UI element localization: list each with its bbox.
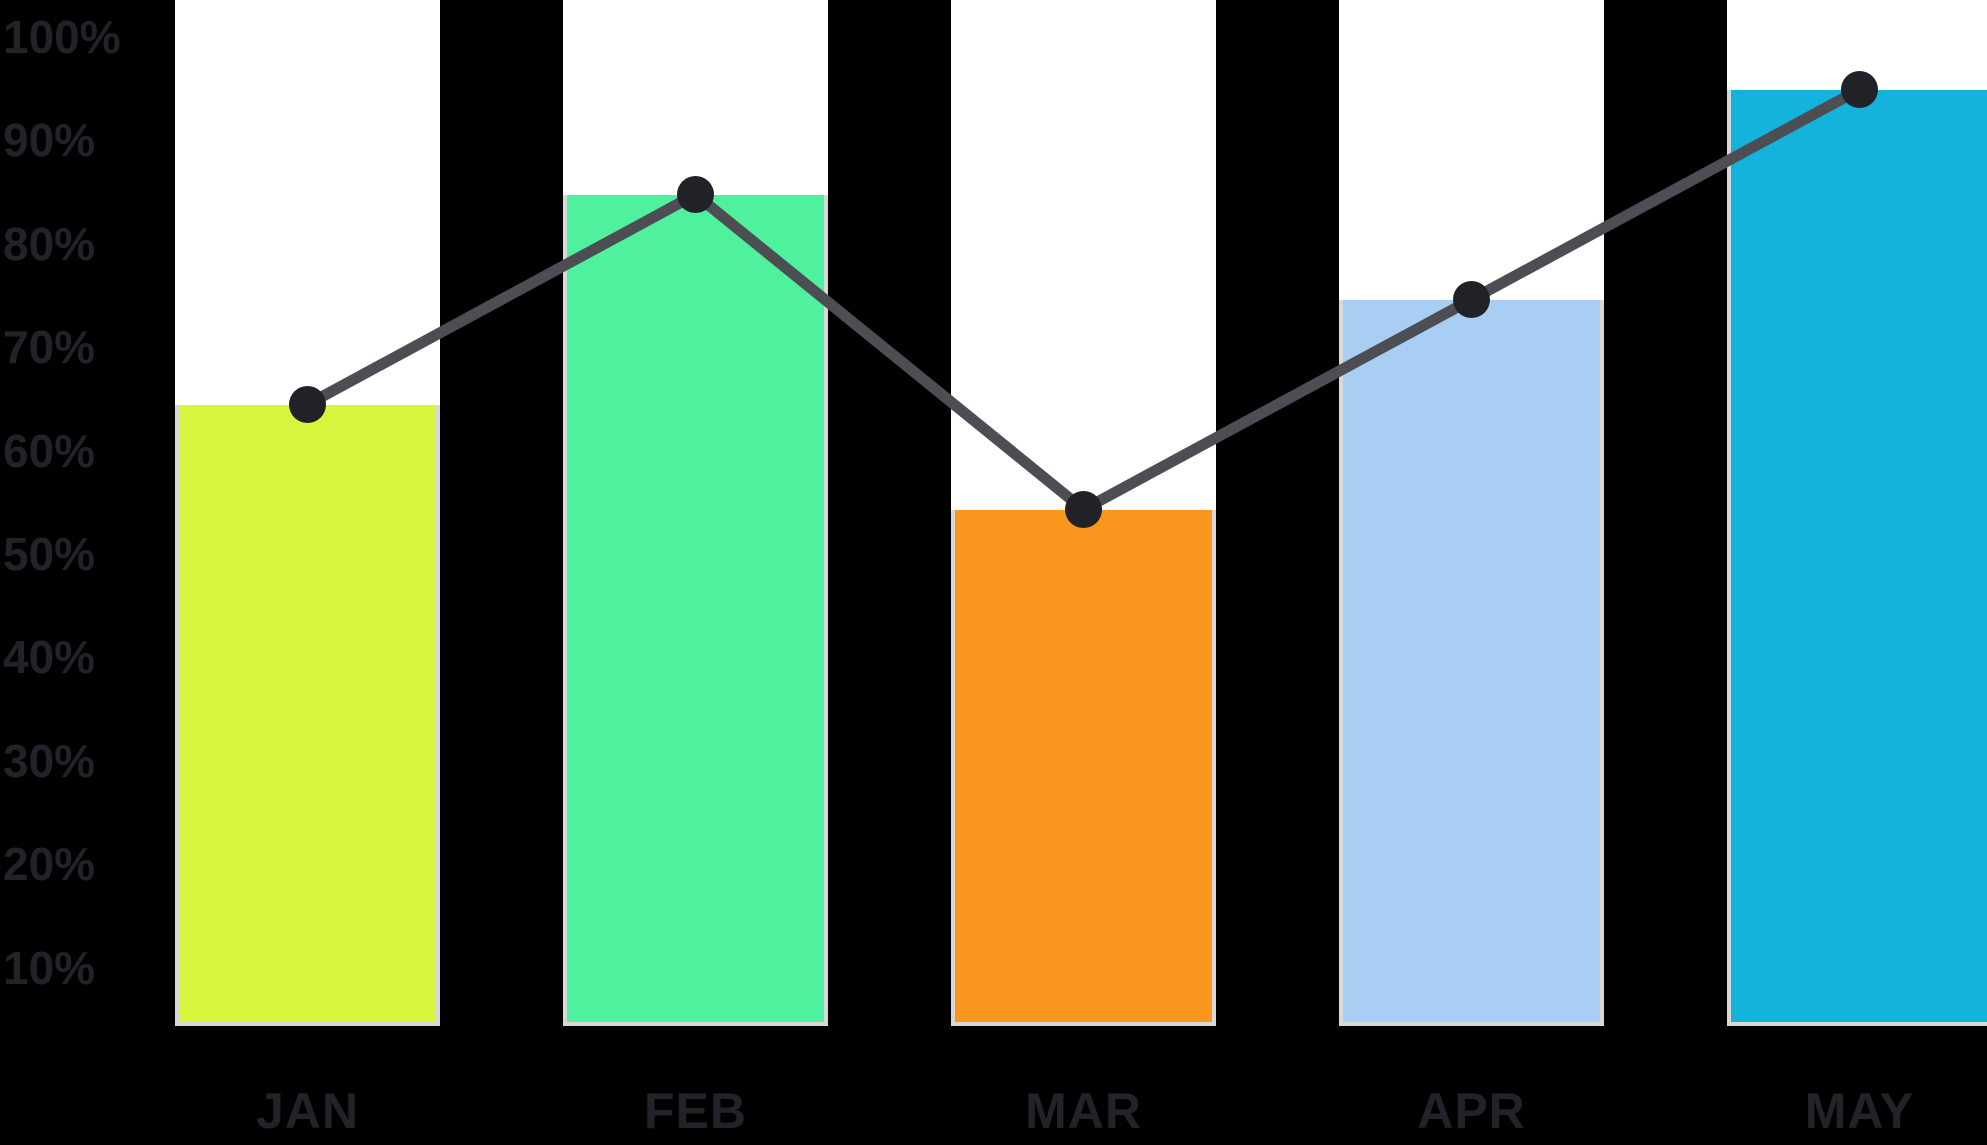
y-axis-tick-label: 70% [3,321,96,374]
bar-track-mar [951,0,1216,1026]
y-axis-tick-label: 40% [3,631,96,684]
bar-apr [1339,299,1604,1026]
x-axis-label-jan: JAN [255,1083,360,1139]
bar-track-jan [175,0,440,1026]
y-axis-tick-label: 90% [3,114,96,167]
bar-mar [951,509,1216,1026]
y-axis-tick-label: 80% [3,217,96,270]
bar-jan [175,404,440,1026]
x-axis-label-mar: MAR [1025,1083,1142,1139]
y-axis-tick-label: 30% [3,734,96,787]
bar-feb [563,194,828,1026]
bar-track-feb [563,0,828,1026]
y-axis-tick-label: 20% [3,838,96,891]
bar-track-apr [1339,0,1604,1026]
y-axis-tick-label: 60% [3,424,96,477]
y-axis-tick-label: 100% [3,11,121,63]
y-axis-tick-label: 50% [3,528,96,580]
x-axis-label-feb: FEB [644,1083,747,1139]
y-axis-tick-label: 10% [3,941,96,994]
bar-track-may [1727,0,1987,1026]
x-axis-label-may: MAY [1804,1083,1915,1139]
bar-may [1727,89,1987,1026]
x-axis-label-apr: APR [1417,1083,1526,1139]
